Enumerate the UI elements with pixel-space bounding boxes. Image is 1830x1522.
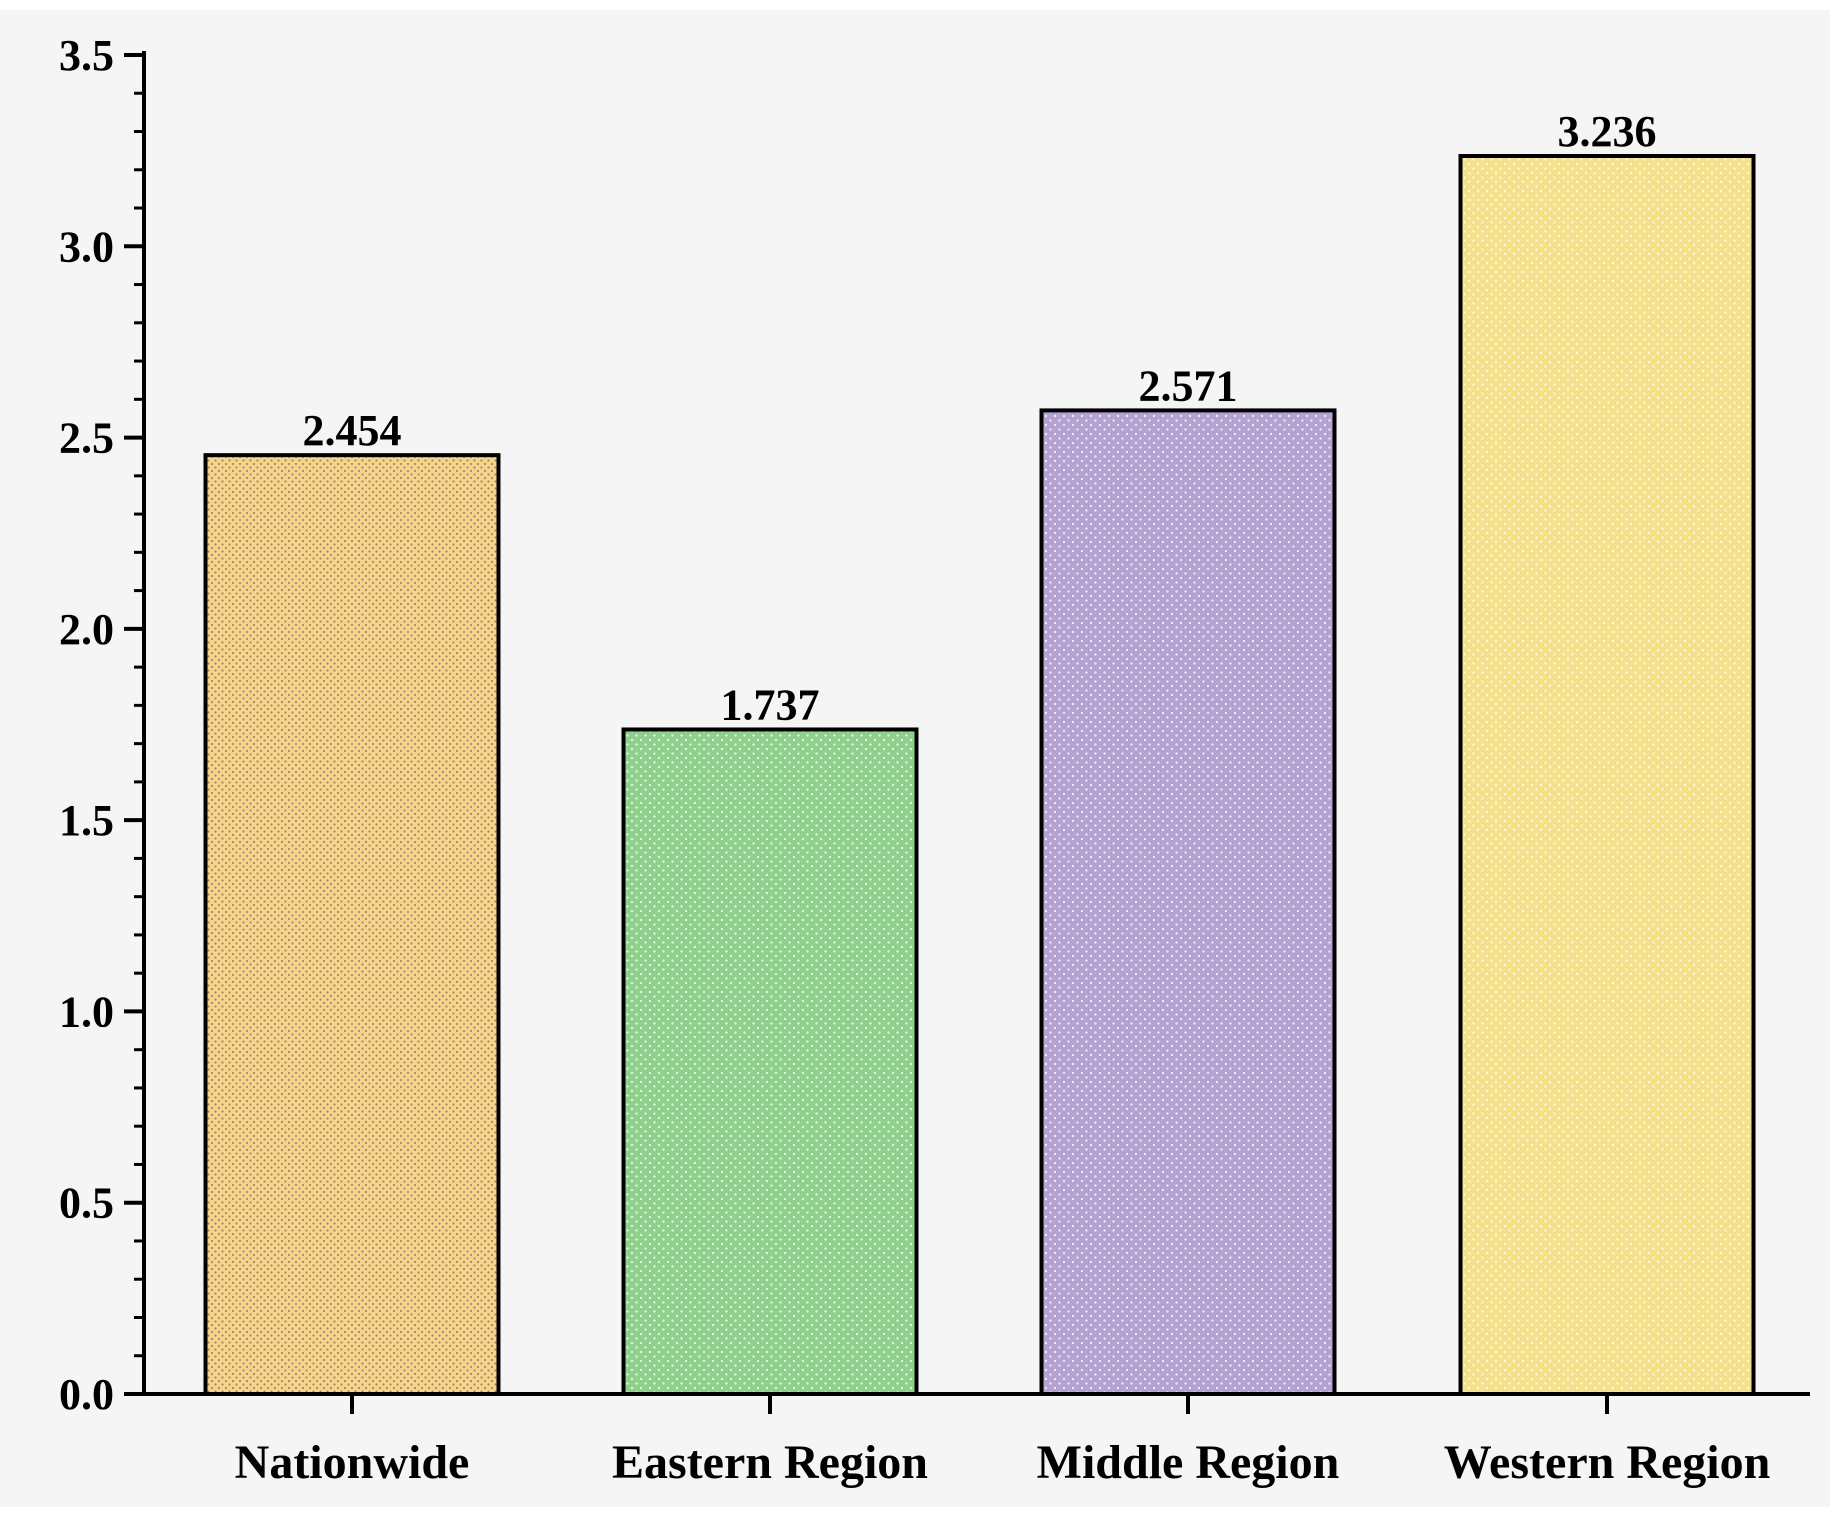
bar-texture <box>1041 410 1335 1395</box>
x-tick-label-4: Western Region <box>1444 1436 1771 1489</box>
x-axis: Nationwide Eastern Region Middle Region Wes… <box>142 1392 1810 1489</box>
value-label-2: 1.737 <box>721 680 820 729</box>
y-tick-label: 2.0 <box>59 605 114 654</box>
y-tick-label: 3.0 <box>59 222 114 271</box>
bar-1 <box>203 453 501 1396</box>
y-tick-label: 0.0 <box>59 1370 114 1419</box>
bar-2 <box>621 727 919 1396</box>
y-tick-label: 1.5 <box>59 796 114 845</box>
y-tick-label: 2.5 <box>59 414 114 463</box>
bar-4 <box>1458 153 1756 1396</box>
value-labels-group: 2.454 1.737 2.571 3.236 <box>303 107 1657 729</box>
y-tick-label: 1.0 <box>59 987 114 1036</box>
y-tick-label: 3.5 <box>59 31 114 80</box>
y-axis: 0.0 0.5 1.0 1.5 2.0 2.5 3.0 3.5 <box>59 31 146 1419</box>
bars-group <box>203 153 1756 1396</box>
bar-texture <box>1460 155 1754 1394</box>
value-label-4: 3.236 <box>1558 107 1657 156</box>
bar-texture <box>205 455 499 1395</box>
bar-texture <box>623 729 917 1394</box>
x-tick-label-2: Eastern Region <box>612 1436 928 1489</box>
y-tick-label: 0.5 <box>59 1179 114 1228</box>
x-tick-label-1: Nationwide <box>235 1436 470 1489</box>
x-tick-label-3: Middle Region <box>1037 1436 1340 1489</box>
bar-3 <box>1039 408 1337 1396</box>
value-label-1: 2.454 <box>303 406 402 455</box>
value-label-3: 2.571 <box>1139 361 1238 410</box>
